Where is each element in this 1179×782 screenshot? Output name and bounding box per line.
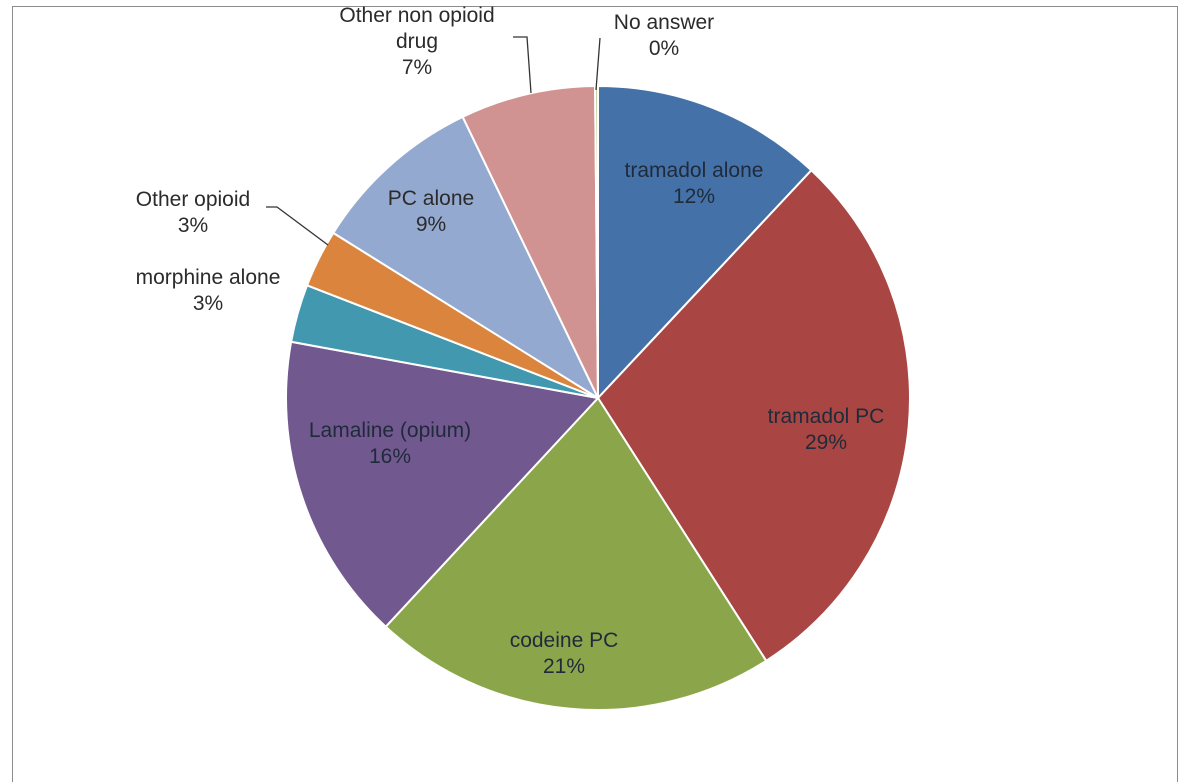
data-label-other-non-opioid-drug: Other non opioid drug 7%: [339, 4, 494, 79]
data-label-lamaline-opium: Lamaline (opium) 16%: [309, 419, 471, 468]
chart-frame: [12, 6, 1178, 782]
pie-slice-lamaline-opium: [285, 340, 600, 629]
data-label-other-opioid: Other opioid 3%: [136, 188, 250, 237]
pie-slice-codeine-pc: [384, 396, 768, 711]
leader-line-no-answer: [595, 37, 601, 91]
leader-lines: [266, 36, 601, 246]
data-label-morphine-alone: morphine alone 3%: [136, 266, 281, 315]
data-label-tramadol-alone: tramadol alone 12%: [625, 159, 764, 208]
data-label-tramadol-pc: tramadol PC 29%: [768, 405, 885, 454]
data-label-no-answer: No answer 0%: [614, 11, 714, 60]
pie-slice-tramadol-pc: [596, 168, 911, 663]
pie-slice-tramadol-alone: [597, 84, 813, 401]
data-label-codeine-pc: codeine PC 21%: [510, 629, 619, 678]
leader-line-other-opioid: [266, 206, 329, 246]
pie-slice-other-non-opioid-drug: [461, 85, 599, 399]
leader-line-other-non-opioid-drug: [513, 36, 532, 94]
pie-slices: [285, 84, 911, 711]
data-labels: tramadol alone 12% tramadol PC 29% codeine P…: [136, 4, 885, 678]
pie-slice-pc-alone: [331, 115, 601, 401]
data-label-pc-alone: PC alone 9%: [388, 187, 474, 236]
